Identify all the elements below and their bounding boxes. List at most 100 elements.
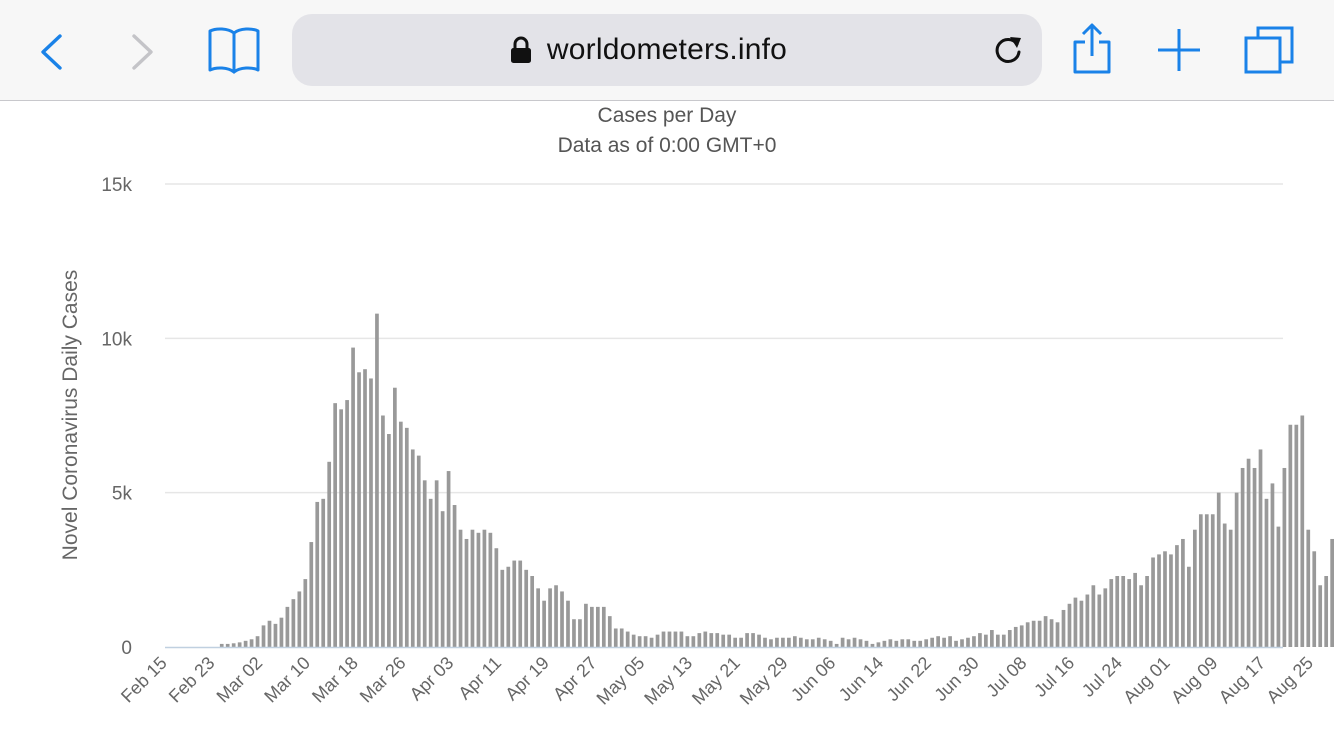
bar xyxy=(685,636,690,647)
bar xyxy=(1085,594,1090,647)
browser-toolbar: worldometers.info xyxy=(0,0,1334,101)
bar xyxy=(273,623,278,647)
bar xyxy=(912,640,917,647)
bar xyxy=(1246,458,1251,647)
bar xyxy=(661,631,666,647)
tabs-button[interactable] xyxy=(1242,24,1298,76)
forward-icon xyxy=(132,34,153,70)
bar xyxy=(607,616,612,647)
bar xyxy=(1061,609,1066,647)
forward-button[interactable] xyxy=(120,30,164,74)
bar xyxy=(727,634,732,647)
bar xyxy=(1330,538,1334,647)
y-tick-label: 10k xyxy=(101,329,132,350)
bar xyxy=(422,480,427,647)
bar xyxy=(1169,554,1173,647)
bar xyxy=(888,639,893,647)
chart-subtitle: Data as of 0:00 GMT+0 xyxy=(557,134,777,157)
bar xyxy=(219,643,224,647)
bar xyxy=(715,633,720,647)
bar xyxy=(416,455,421,647)
bar xyxy=(584,603,588,647)
bar xyxy=(864,640,869,647)
bar xyxy=(1228,529,1233,647)
bar xyxy=(464,538,469,647)
reload-button[interactable] xyxy=(990,32,1026,68)
bar xyxy=(763,637,767,647)
back-icon xyxy=(41,34,62,70)
x-tick-label: Aug 25 xyxy=(1263,653,1317,707)
bar xyxy=(655,634,660,647)
y-tick-label: 5k xyxy=(112,484,133,505)
bar xyxy=(990,630,994,647)
bar xyxy=(1175,545,1179,647)
x-tick-label: Mar 10 xyxy=(260,653,314,707)
bar xyxy=(1198,514,1203,647)
bookmarks-button[interactable] xyxy=(206,24,262,76)
bar xyxy=(446,471,451,647)
bar xyxy=(739,637,743,647)
bar xyxy=(279,617,284,647)
bar xyxy=(261,625,266,647)
bar xyxy=(876,642,881,647)
bar xyxy=(972,636,976,647)
bar xyxy=(524,569,529,647)
bar xyxy=(1181,538,1185,647)
bar xyxy=(500,569,505,647)
bar xyxy=(643,636,648,647)
bar xyxy=(536,588,540,647)
bar xyxy=(243,640,248,647)
x-tick-label: Jun 22 xyxy=(883,653,935,705)
bar xyxy=(1192,529,1197,647)
x-tick-label: Jun 06 xyxy=(787,653,839,705)
bar xyxy=(339,409,343,647)
bar xyxy=(1097,594,1102,647)
bar xyxy=(327,461,332,647)
bar xyxy=(1019,625,1024,647)
bar xyxy=(1240,467,1245,647)
bar xyxy=(237,642,242,647)
bar xyxy=(303,579,308,647)
x-tick-label: May 29 xyxy=(736,653,792,709)
bar xyxy=(1031,620,1036,647)
bar xyxy=(404,427,409,647)
bar xyxy=(595,606,600,647)
bar xyxy=(834,643,839,647)
bar xyxy=(942,637,946,647)
new-tab-button[interactable] xyxy=(1155,26,1203,74)
x-tick-label: Jun 30 xyxy=(930,653,982,705)
bar xyxy=(590,606,594,647)
bar xyxy=(333,403,338,647)
bar xyxy=(840,637,845,647)
bar xyxy=(673,631,678,647)
bar xyxy=(798,637,803,647)
x-tick-label: Mar 18 xyxy=(308,653,362,707)
bar xyxy=(918,640,923,647)
x-tick-label: May 21 xyxy=(688,653,744,709)
bar xyxy=(1163,551,1167,647)
bar xyxy=(1001,634,1006,647)
back-button[interactable] xyxy=(30,30,74,74)
bar xyxy=(470,529,475,647)
bar xyxy=(852,637,857,647)
bar xyxy=(357,372,361,647)
bar xyxy=(1145,576,1149,647)
address-bar[interactable]: worldometers.info xyxy=(292,14,1042,86)
bar xyxy=(1115,576,1120,647)
bar xyxy=(1282,467,1287,647)
bar xyxy=(751,633,755,647)
x-tick-label: May 13 xyxy=(640,653,696,709)
bar xyxy=(1151,557,1155,647)
bar xyxy=(1055,622,1060,647)
share-button[interactable] xyxy=(1070,20,1114,76)
bar xyxy=(960,639,964,647)
bar xyxy=(512,560,517,647)
bar xyxy=(1324,576,1329,647)
tabs-icon xyxy=(1244,26,1294,74)
bar xyxy=(494,548,499,647)
bar xyxy=(351,347,355,647)
x-tick-label: Mar 02 xyxy=(213,653,267,707)
bar xyxy=(1204,514,1209,647)
bar xyxy=(995,634,1000,647)
